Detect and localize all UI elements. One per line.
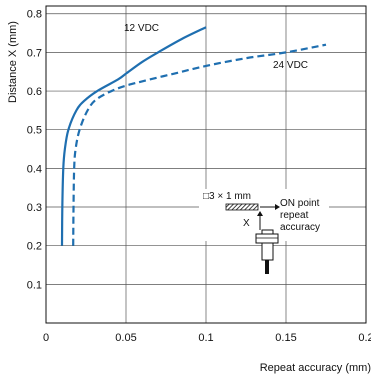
x-tick-label: 0.2 xyxy=(358,332,371,344)
sensor-body xyxy=(261,242,274,261)
target-plate xyxy=(225,203,259,211)
y-tick-label: 0.6 xyxy=(27,86,42,98)
sensor-cable xyxy=(265,260,269,274)
distance-arrow-head xyxy=(257,211,263,216)
series-line-24vdc xyxy=(72,43,327,246)
x-tick-label: 0.1 xyxy=(198,332,213,344)
y-axis-title: Distance X (mm) xyxy=(7,21,19,103)
y-tick-label: 0.1 xyxy=(27,279,42,291)
x-tick-label: 0.15 xyxy=(275,332,296,344)
y-tick-label: 0.2 xyxy=(27,241,42,253)
y-tick-label: 0.4 xyxy=(27,163,42,175)
x-tick-label: 0.05 xyxy=(115,332,136,344)
x-tick-label: 0 xyxy=(43,332,49,344)
series-label-24vdc: 24 VDC xyxy=(273,60,308,71)
y-tick-label: 0.8 xyxy=(27,9,42,21)
sensor-inset: □3 × 1 mm ON point repeat accuracy X xyxy=(199,189,329,274)
target-label: □3 × 1 mm xyxy=(203,191,251,202)
sensor-nut xyxy=(255,233,279,244)
proximity-sensor-icon xyxy=(255,229,279,274)
accuracy-label: accuracy xyxy=(280,222,320,233)
series-line-12vdc xyxy=(60,26,207,246)
series-label-12vdc: 12 VDC xyxy=(124,23,159,34)
grid-lines xyxy=(46,6,366,323)
sensor-head xyxy=(261,229,274,235)
on-point-label: ON point xyxy=(280,198,320,209)
plot-frame xyxy=(45,5,367,324)
tick-labels: 0 0.05 0.1 0.15 0.2 0.1 0.2 0.3 0.4 0.5 0.6 0.7 0.8 xyxy=(27,9,371,344)
on-point-arrow-head xyxy=(275,204,280,210)
axes xyxy=(45,5,367,324)
y-tick-label: 0.7 xyxy=(27,47,42,59)
repeat-label: repeat xyxy=(280,210,309,221)
y-tick-label: 0.5 xyxy=(27,125,42,137)
series-lines xyxy=(60,26,327,246)
y-tick-label: 0.3 xyxy=(27,202,42,214)
distance-x-label: X xyxy=(243,218,250,229)
x-axis-title: Repeat accuracy (mm) xyxy=(260,362,371,374)
